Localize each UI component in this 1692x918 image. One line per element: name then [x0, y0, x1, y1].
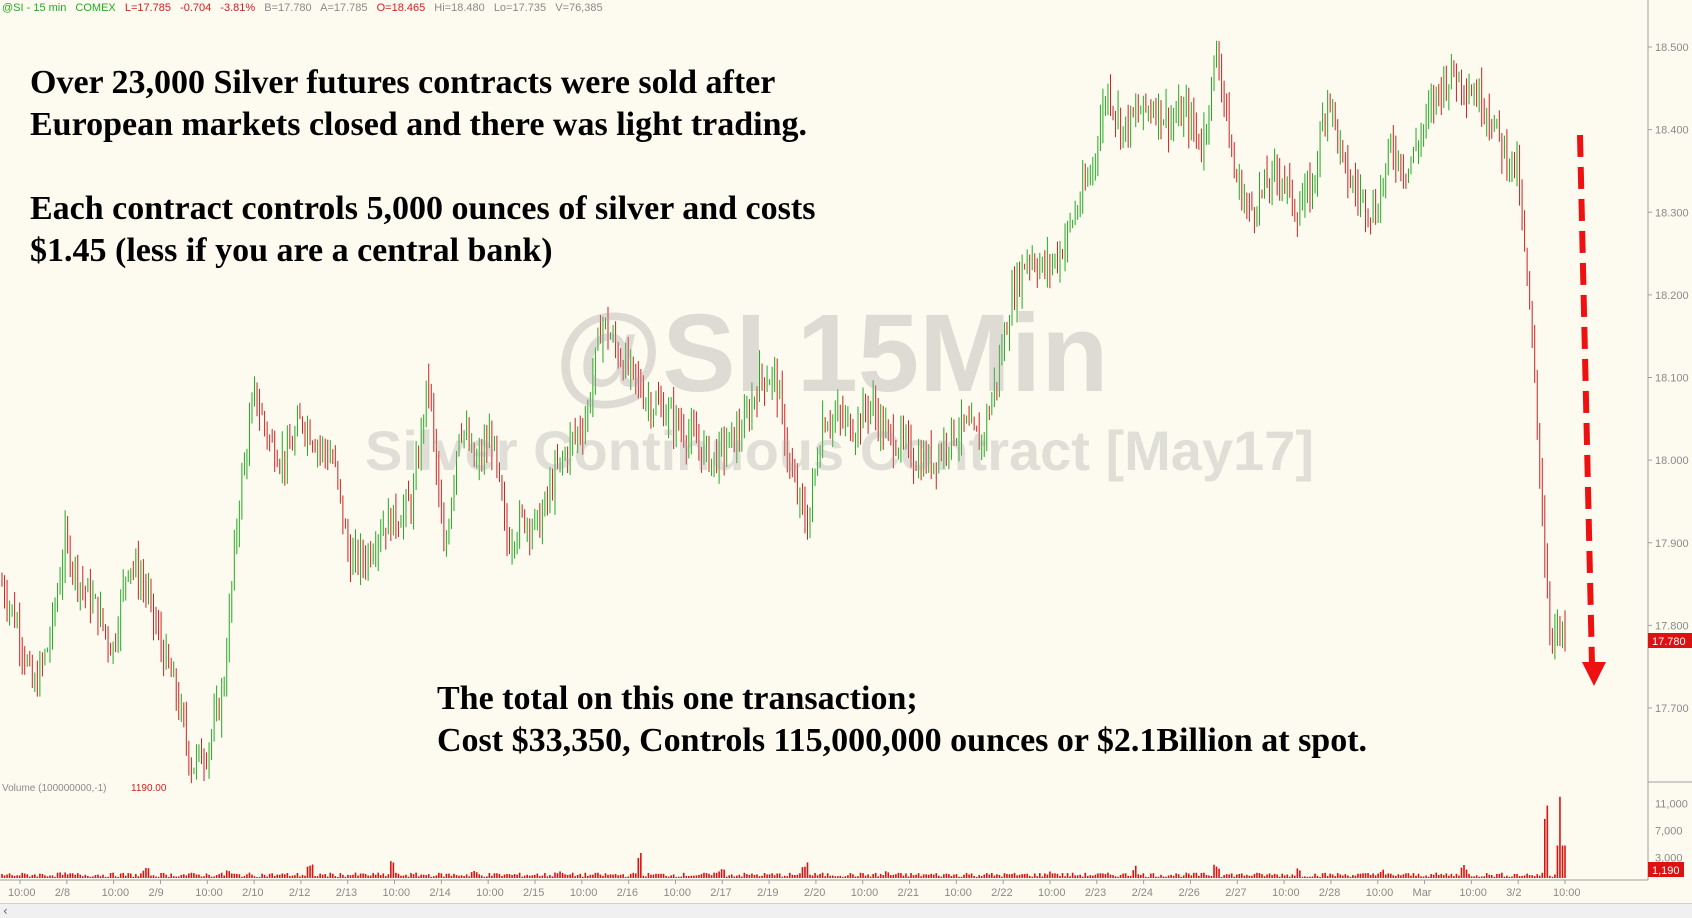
x-tick-label: 2/22	[991, 887, 1012, 899]
annotation-top-line1: Over 23,000 Silver futures contracts wer…	[30, 64, 776, 101]
x-tick-label: 10:00	[1553, 887, 1581, 899]
annotation-top: Over 23,000 Silver futures contracts wer…	[30, 62, 815, 272]
header-open: O=18.465	[377, 2, 426, 14]
y-tick-label: 17.700	[1655, 703, 1689, 715]
annotation-bottom-line2: Cost $33,350, Controls 115,000,000 ounce…	[437, 722, 1368, 759]
x-tick-label: 2/8	[55, 887, 70, 899]
header-change: -0.704	[180, 2, 211, 14]
x-axis: 10:00 2/8 10:00 2/9 10:00 2/10 2/12 2/13 10:00 2/…	[8, 880, 1581, 899]
header-high: Hi=18.480	[434, 2, 484, 14]
header-symbol: @SI - 15 min	[2, 2, 66, 14]
annotation-top-line3: Each contract controls 5,000 ounces of s…	[30, 190, 816, 227]
x-tick-label: 10:00	[476, 887, 504, 899]
price-y-axis: 18.500 18.400 18.300 18.200 18.100 18.000 17.9…	[1648, 42, 1689, 715]
header-volume: V=76,385	[555, 2, 602, 14]
x-tick-label: Mar	[1413, 887, 1432, 899]
y-tick-label: 17.800	[1655, 620, 1689, 632]
header-change-pct: -3.81%	[220, 2, 255, 14]
y-tick-label: 18.100	[1655, 373, 1689, 385]
volume-y-tick-label: 11,000	[1655, 799, 1688, 811]
x-tick-label: 2/12	[289, 887, 310, 899]
watermark-subtitle: Silver Continuous Contract [May17]	[365, 419, 1315, 482]
last-price-badge-label: 17.780	[1652, 636, 1686, 648]
x-tick-label: 10:00	[570, 887, 598, 899]
x-tick-label: 2/13	[336, 887, 357, 899]
volume-y-axis: 11,000 7,000 3,000	[1655, 799, 1688, 865]
y-tick-label: 18.400	[1655, 125, 1689, 137]
volume-series	[1, 796, 1566, 878]
annotation-top-line4: $1.45 (less if you are a central bank)	[30, 232, 553, 269]
price-series	[1, 40, 1566, 784]
y-tick-label: 18.000	[1655, 455, 1689, 467]
scroll-left-icon[interactable]: ‹	[3, 904, 8, 918]
x-tick-label: 10:00	[851, 887, 879, 899]
annotation-top-line2: European markets closed and there was li…	[30, 106, 808, 143]
x-tick-label: 2/15	[523, 887, 544, 899]
header-low: Lo=17.735	[494, 2, 546, 14]
x-tick-label: 2/24	[1132, 887, 1153, 899]
header-exchange: COMEX	[75, 2, 116, 14]
volume-y-tick-label: 7,000	[1655, 826, 1683, 838]
last-price-badge	[1648, 633, 1692, 648]
last-volume-badge-label: 1,190	[1652, 865, 1680, 877]
watermark-title: @SI 15Min	[555, 292, 1109, 415]
annotation-bottom-line1: The total on this one transaction;	[437, 680, 918, 717]
horizontal-scrollbar[interactable]: ‹	[0, 903, 1692, 918]
y-tick-label: 17.900	[1655, 538, 1689, 550]
x-tick-label: 2/26	[1178, 887, 1199, 899]
x-tick-label: 10:00	[944, 887, 972, 899]
x-tick-label: 2/28	[1319, 887, 1340, 899]
y-tick-label: 18.300	[1655, 207, 1689, 219]
x-tick-label: 10:00	[1272, 887, 1300, 899]
x-tick-label: 10:00	[1038, 887, 1066, 899]
x-tick-label: 3/2	[1506, 887, 1521, 899]
x-tick-label: 2/20	[804, 887, 825, 899]
header-last: L=17.785	[125, 2, 171, 14]
down-arrow-shaft	[1577, 134, 1595, 666]
x-tick-label: 2/10	[242, 887, 263, 899]
x-tick-label: 2/17	[710, 887, 731, 899]
x-tick-label: 2/23	[1085, 887, 1106, 899]
y-tick-label: 18.200	[1655, 290, 1689, 302]
x-tick-label: 2/19	[757, 887, 778, 899]
x-tick-label: 10:00	[663, 887, 691, 899]
header-bid: B=17.780	[264, 2, 311, 14]
down-arrow-head	[1582, 662, 1606, 686]
volume-y-tick-label: 3,000	[1655, 853, 1683, 865]
volume-panel-value: 1190.00	[131, 783, 167, 794]
x-tick-label: 2/9	[148, 887, 163, 899]
x-tick-label: 10:00	[102, 887, 130, 899]
x-tick-label: 2/16	[617, 887, 638, 899]
x-tick-label: 10:00	[383, 887, 411, 899]
annotation-bottom: The total on this one transaction; Cost …	[437, 678, 1367, 762]
x-tick-label: 10:00	[1366, 887, 1394, 899]
x-tick-label: 10:00	[1459, 887, 1487, 899]
x-tick-label: 2/27	[1225, 887, 1246, 899]
x-tick-label: 10:00	[8, 887, 36, 899]
x-tick-label: 10:00	[195, 887, 223, 899]
x-tick-label: 2/21	[898, 887, 919, 899]
header-quote: @SI - 15 min COMEX L=17.785 -0.704 -3.81…	[2, 2, 603, 14]
last-volume-badge	[1648, 862, 1684, 877]
volume-panel-label: Volume (100000000,-1)	[2, 783, 107, 794]
header-ask: A=17.785	[320, 2, 367, 14]
x-tick-label: 2/14	[429, 887, 450, 899]
y-tick-label: 18.500	[1655, 42, 1689, 54]
